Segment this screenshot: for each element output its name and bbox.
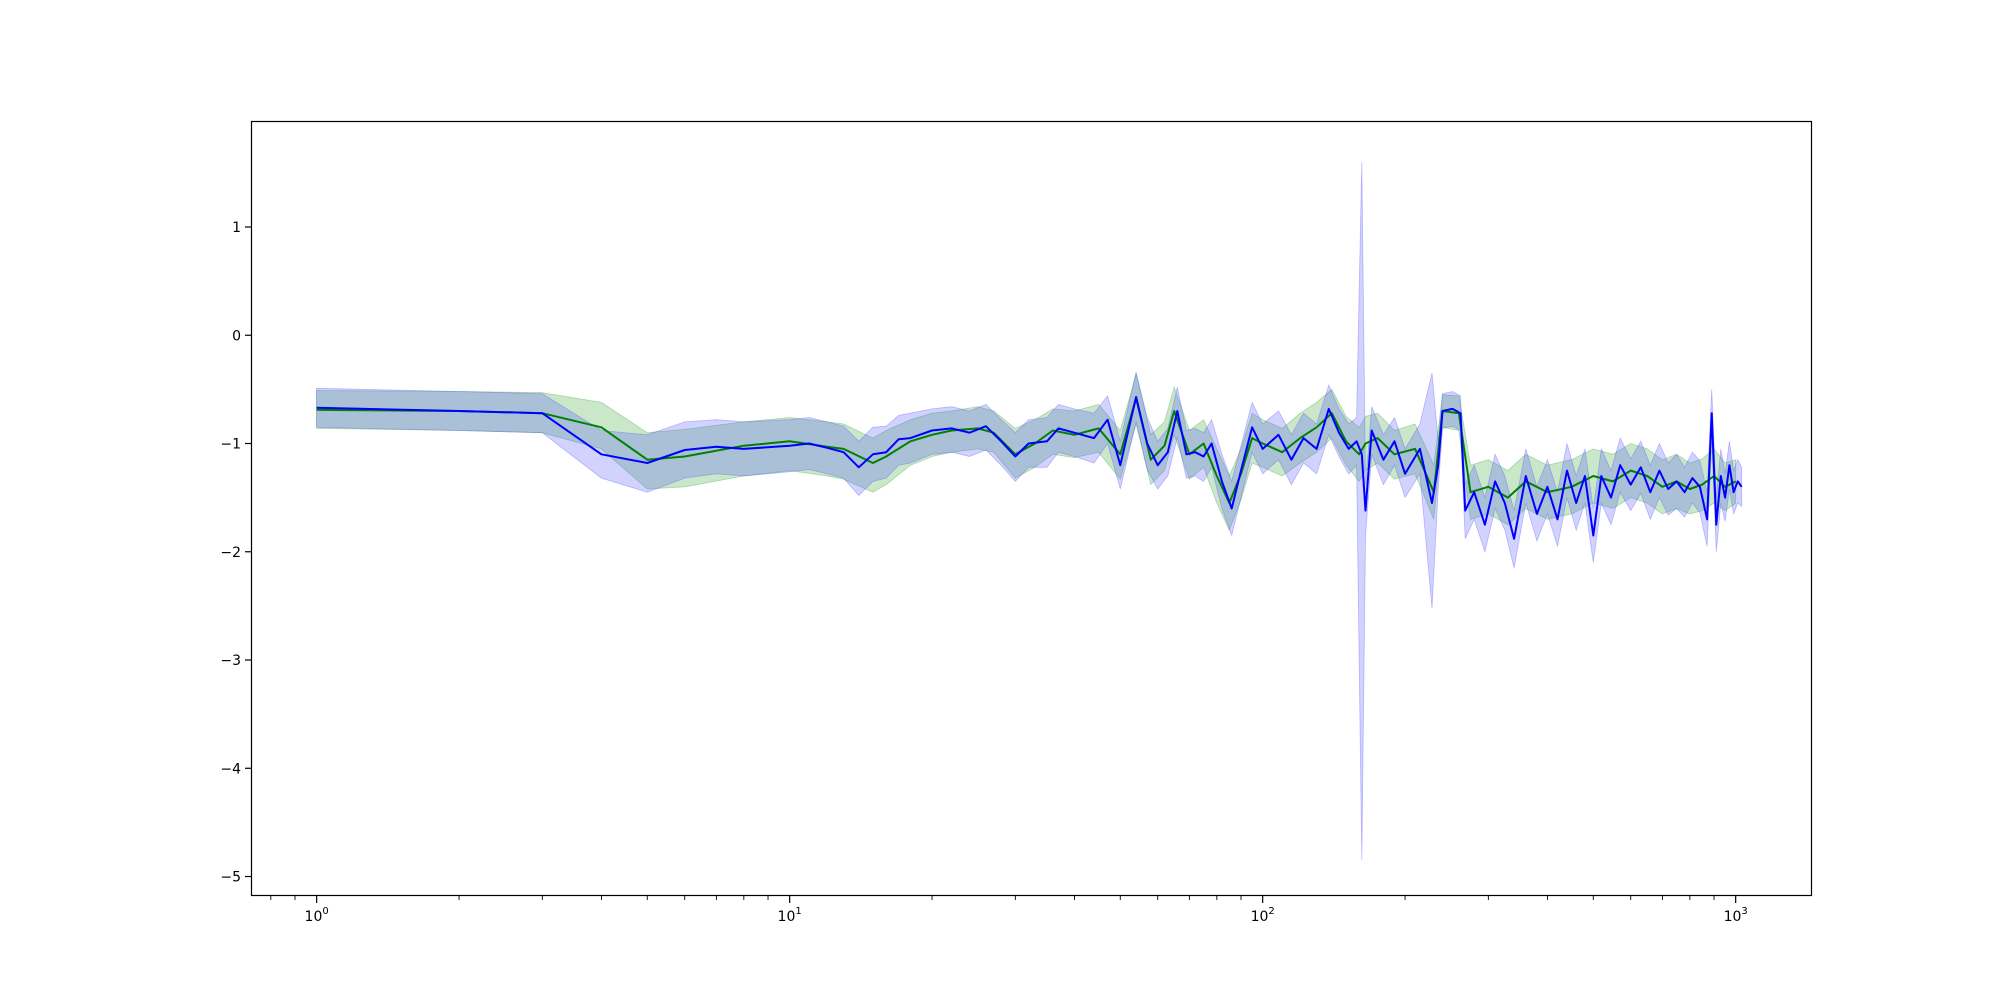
confidence-bands xyxy=(316,162,1743,861)
series-2-band xyxy=(316,162,1743,861)
x-tick-label: 100 xyxy=(305,906,329,925)
series-lines xyxy=(316,396,1743,540)
x-tick-base: 10 xyxy=(1724,909,1742,925)
x-tick-label: 103 xyxy=(1724,906,1748,925)
y-tick-label: −2 xyxy=(220,545,241,561)
x-tick-label: 101 xyxy=(778,906,802,925)
y-tick-label: −1 xyxy=(220,437,241,453)
x-tick-base: 10 xyxy=(778,909,796,925)
plot-frame xyxy=(250,120,1813,897)
x-tick-exponent: 1 xyxy=(795,906,801,917)
y-tick-label: −5 xyxy=(220,870,241,886)
series-2-line xyxy=(316,396,1743,540)
x-tick-exponent: 0 xyxy=(322,906,328,917)
x-tick-base: 10 xyxy=(305,909,323,925)
y-tick-label: −3 xyxy=(220,653,241,669)
y-tick-label: 1 xyxy=(232,220,241,236)
x-tick-exponent: 2 xyxy=(1268,906,1274,917)
x-tick-base: 10 xyxy=(1251,909,1269,925)
y-axis: 1 0 −1 −2 −3 −4 −5 xyxy=(220,220,252,886)
x-axis: 100 101 102 103 xyxy=(270,896,1748,925)
x-tick-label: 102 xyxy=(1251,906,1275,925)
y-tick-label: −4 xyxy=(220,761,241,777)
y-tick-label: 0 xyxy=(232,328,241,344)
series-1-band xyxy=(316,372,1737,532)
x-tick-exponent: 3 xyxy=(1741,906,1747,917)
